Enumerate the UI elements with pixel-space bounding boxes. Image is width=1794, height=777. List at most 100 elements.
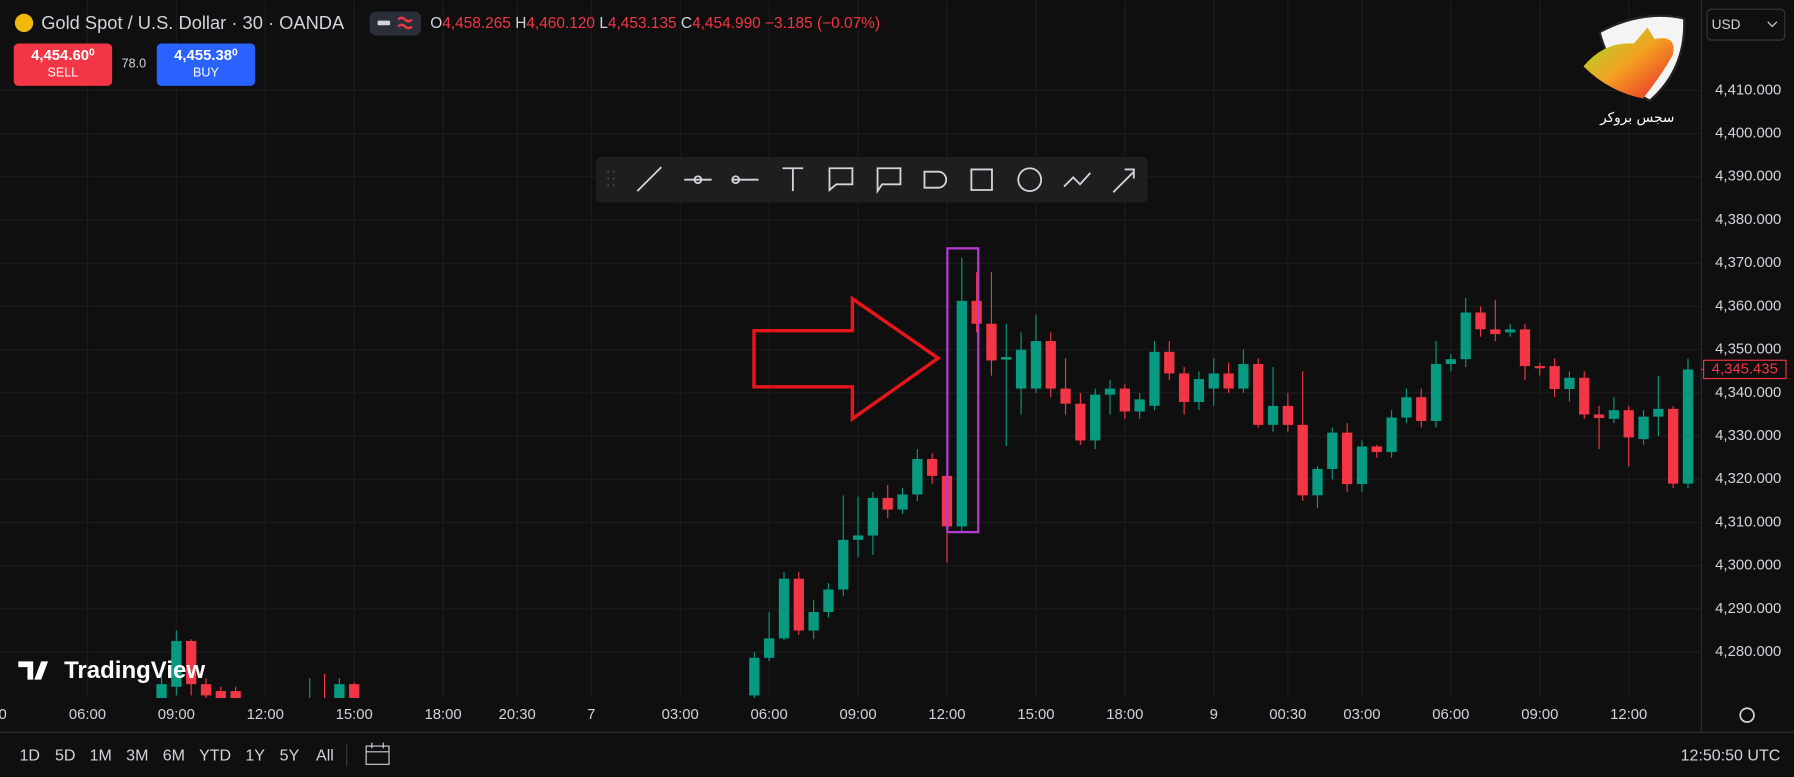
rectangle-tool[interactable] <box>970 168 993 191</box>
candle-body <box>1134 399 1145 412</box>
x-tick-label: 03:00 <box>662 707 699 723</box>
candle-body <box>1356 446 1368 485</box>
candle-body <box>1593 414 1605 418</box>
y-tick-label: 4,320.000 <box>1715 471 1781 487</box>
candle-body <box>1090 394 1101 441</box>
range-button[interactable]: All <box>316 748 334 765</box>
comment-tool[interactable] <box>828 167 854 192</box>
y-tick-label: 4,390.000 <box>1715 169 1781 185</box>
range-button[interactable]: 5Y <box>280 748 300 765</box>
y-tick-label: 4,380.000 <box>1715 212 1781 228</box>
sell-button[interactable] <box>13 43 113 86</box>
bottom-bar: 1D 5D 1M 3M 6M YTD 1Y 5Y All <box>20 748 334 765</box>
candle-body <box>1504 329 1516 333</box>
candle-body <box>897 494 908 510</box>
buy-label[interactable]: BUY <box>193 66 219 80</box>
candle-body <box>1045 341 1056 389</box>
y-tick-label: 4,400.000 <box>1715 126 1781 142</box>
sell-label[interactable]: SELL <box>48 66 79 80</box>
arrow-tool[interactable] <box>1112 168 1135 193</box>
indicator-toggle[interactable] <box>369 11 422 36</box>
change: −3.185 (−0.07%) <box>765 15 880 32</box>
y-tick-label: 4,360.000 <box>1715 298 1781 314</box>
callout-tool[interactable] <box>876 167 902 195</box>
sell-pip[interactable]: 0 <box>89 47 95 58</box>
text-tool[interactable] <box>782 167 804 192</box>
x-tick-label: 15:00 <box>336 707 373 723</box>
date-range-icon[interactable] <box>365 742 390 765</box>
candle-body <box>1149 351 1160 406</box>
candle-body <box>1416 397 1427 421</box>
candle-body <box>1445 359 1457 364</box>
y-tick-label: 4,330.000 <box>1715 428 1781 444</box>
chevron[interactable] <box>1767 21 1778 28</box>
x-tick-label: 20:30 <box>499 707 536 723</box>
buy-price-main[interactable]: 4,455.38 <box>174 48 232 64</box>
buy-button[interactable] <box>156 43 256 86</box>
wave-icon[interactable] <box>397 16 413 30</box>
candle-body <box>1668 408 1679 484</box>
candle-body <box>171 640 182 687</box>
candle-body <box>1312 468 1323 496</box>
candle-body <box>808 611 819 631</box>
x-tick-label: 7 <box>587 707 595 723</box>
sell-price[interactable]: 4,454.600 <box>31 47 95 64</box>
last-price-box <box>1703 359 1787 380</box>
ohlc-label: H <box>515 15 526 32</box>
candle-body <box>793 578 804 631</box>
x-tick-label: 06:00 <box>1432 707 1469 723</box>
y-tick-label: 4,300.000 <box>1715 558 1781 574</box>
x-tick-label: 06:00 <box>69 707 106 723</box>
candle-body <box>1075 403 1086 441</box>
range-button[interactable]: 1Y <box>245 748 265 765</box>
x-tick-label: 12:00 <box>928 707 965 723</box>
candle-body <box>749 657 760 696</box>
candle-body <box>1475 312 1486 330</box>
candle-body <box>1460 312 1471 360</box>
candle-body <box>156 684 167 698</box>
drawing-toolbar <box>596 156 1148 203</box>
ohlc-legend: O4,458.265 H4,460.120 L4,453.135 C4,454.… <box>430 15 880 32</box>
candle-body <box>1208 373 1219 389</box>
candle-body <box>1119 388 1130 412</box>
toolbar-handle[interactable] <box>607 170 615 187</box>
candle-body <box>1297 424 1308 496</box>
horizontal-line-tool[interactable] <box>684 175 712 184</box>
currency-label[interactable]: USD <box>1712 17 1741 32</box>
x-tick-label: 15:00 <box>1017 707 1054 723</box>
candle-body <box>1341 432 1353 485</box>
candle-body <box>1104 388 1116 395</box>
range-button[interactable]: 6M <box>163 748 185 765</box>
ohlc-value: 4,454.990 <box>692 15 761 32</box>
path-tool[interactable] <box>1063 172 1092 188</box>
circle-tool[interactable] <box>1017 167 1043 193</box>
candle-body <box>215 691 226 698</box>
range-button[interactable]: 3M <box>126 748 148 765</box>
candle-body <box>230 691 241 698</box>
candle-body <box>334 684 345 698</box>
candle-body <box>1060 388 1071 404</box>
candle-body <box>1549 366 1560 390</box>
currency-select[interactable] <box>1706 8 1786 41</box>
x-tick-label: 18:00 <box>425 707 462 723</box>
y-tick-label: 4,310.000 <box>1715 514 1781 530</box>
buy-pip[interactable]: 0 <box>232 47 238 58</box>
candle-body <box>1178 373 1190 402</box>
range-button[interactable]: YTD <box>199 748 231 765</box>
candle-body <box>956 300 967 527</box>
range-button[interactable]: 1D <box>20 748 40 765</box>
collapse-icon[interactable] <box>377 20 391 26</box>
note-tool[interactable] <box>923 170 948 189</box>
range-button[interactable]: 1M <box>90 748 112 765</box>
y-tick-label: 4,370.000 <box>1715 255 1781 271</box>
trend-line-tool[interactable] <box>636 166 662 192</box>
ray-tool[interactable] <box>731 175 759 184</box>
y-tick-label: 4,280.000 <box>1715 644 1781 660</box>
candle-body <box>1579 377 1590 415</box>
candle-body <box>1623 410 1634 438</box>
settings-icon[interactable] <box>1739 707 1755 723</box>
sell-price-main[interactable]: 4,454.60 <box>31 48 89 64</box>
range-button[interactable]: 5D <box>55 748 75 765</box>
candle-body <box>1371 446 1382 453</box>
buy-price[interactable]: 4,455.380 <box>174 47 238 64</box>
